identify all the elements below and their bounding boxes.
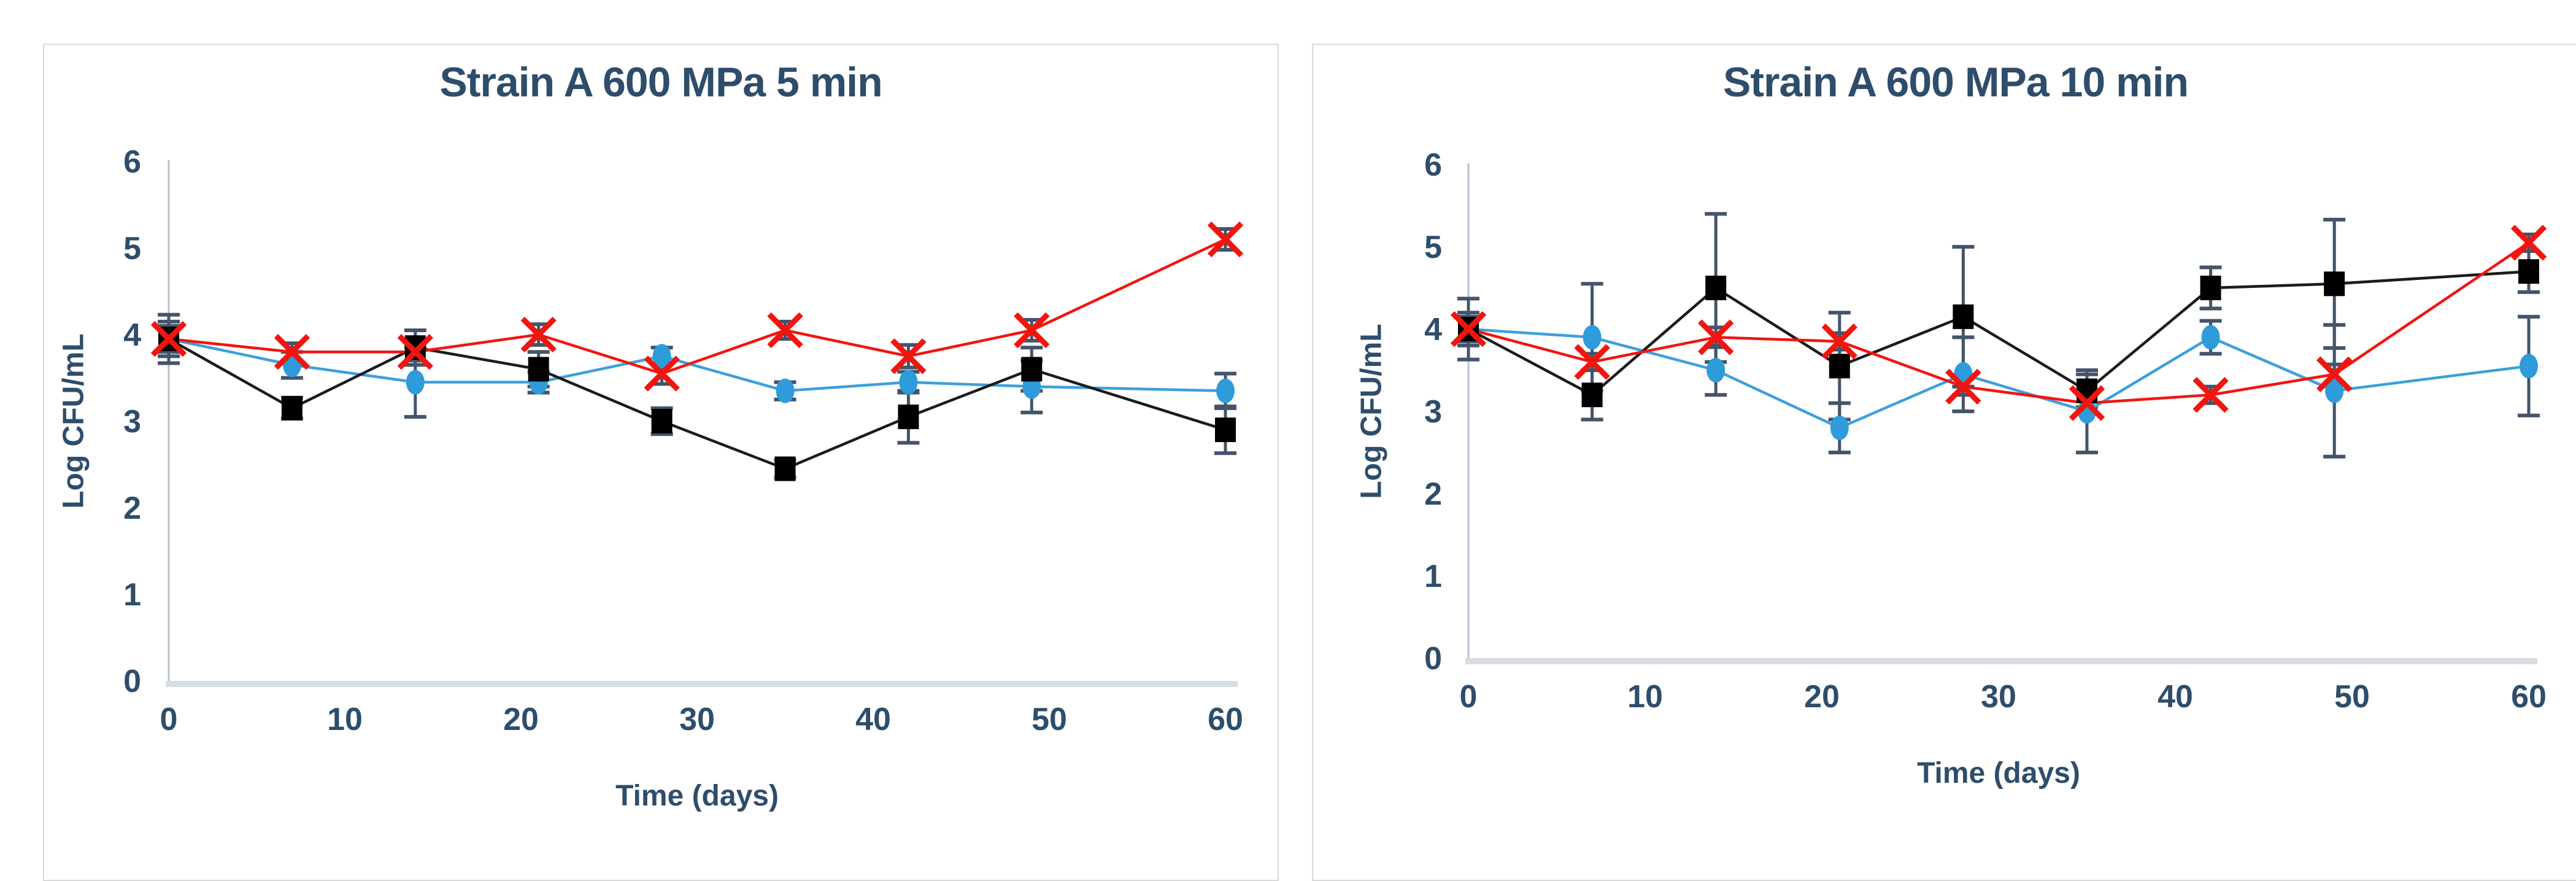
x-tick-label: 20 bbox=[1804, 679, 1840, 715]
x-marker bbox=[2192, 377, 2229, 413]
y-tick-label: 5 bbox=[123, 231, 141, 266]
square-marker bbox=[2324, 271, 2345, 297]
y-tick-label: 2 bbox=[123, 491, 141, 526]
y-tick-labels: 0 1 2 3 4 5 6 bbox=[1424, 147, 1442, 677]
circle-marker bbox=[2201, 325, 2220, 350]
x-tick-label: 50 bbox=[2334, 679, 2370, 715]
circle-marker bbox=[1706, 358, 1726, 382]
square-marker bbox=[1021, 357, 1043, 382]
x-axis-title: Time (days) bbox=[1917, 757, 2080, 790]
circle-marker bbox=[1830, 415, 1849, 440]
y-tick-label: 6 bbox=[123, 144, 141, 180]
x-tick-label: 60 bbox=[1208, 702, 1243, 737]
square-marker bbox=[528, 357, 549, 382]
circle-marker bbox=[776, 378, 795, 403]
x-marker bbox=[2069, 385, 2105, 421]
circle-marker bbox=[2520, 354, 2538, 379]
x-marker bbox=[2316, 356, 2353, 392]
x-marker bbox=[274, 334, 310, 370]
chart-panel-5min: Strain A 600 MPa 5 min Log CFU/mL Time (… bbox=[43, 44, 1279, 881]
circle-marker bbox=[899, 370, 918, 395]
circle-marker bbox=[406, 370, 425, 395]
y-tick-label: 4 bbox=[123, 317, 141, 353]
x-tick-label: 0 bbox=[160, 702, 178, 737]
x-marker bbox=[150, 320, 187, 357]
circle-marker bbox=[1216, 378, 1235, 403]
square-marker bbox=[1953, 304, 1974, 329]
x-marker bbox=[1014, 312, 1050, 349]
x-axis-title: Time (days) bbox=[615, 780, 779, 812]
x-marker bbox=[767, 312, 803, 349]
y-tick-label: 0 bbox=[123, 664, 141, 699]
x-marker bbox=[397, 334, 433, 370]
x-marker bbox=[1821, 323, 1857, 360]
x-tick-labels: 0 10 20 30 40 50 60 bbox=[1460, 679, 2547, 715]
square-marker bbox=[651, 409, 673, 433]
x-tick-label: 10 bbox=[1627, 679, 1663, 715]
square-marker bbox=[2200, 276, 2221, 300]
x-tick-label: 20 bbox=[503, 702, 539, 737]
x-tick-label: 10 bbox=[327, 702, 363, 737]
x-marker bbox=[644, 355, 680, 392]
blue-circle-series-markers bbox=[1459, 317, 2538, 440]
blue-circle-series-line bbox=[1468, 327, 2529, 430]
square-marker bbox=[1215, 417, 1236, 443]
x-tick-label: 30 bbox=[1981, 679, 2016, 715]
square-marker bbox=[1581, 382, 1603, 408]
y-tick-label: 1 bbox=[1424, 559, 1442, 594]
y-tick-label: 3 bbox=[123, 404, 141, 440]
circle-marker bbox=[2325, 378, 2344, 403]
square-marker bbox=[281, 395, 303, 421]
y-tick-label: 4 bbox=[1424, 312, 1442, 347]
x-tick-label: 50 bbox=[1032, 702, 1067, 737]
red-x-series-line bbox=[168, 238, 1226, 375]
x-marker bbox=[890, 338, 927, 375]
x-marker bbox=[1450, 311, 1487, 347]
square-marker bbox=[2518, 259, 2539, 284]
chart-title: Strain A 600 MPa 5 min bbox=[439, 59, 882, 106]
y-tick-label: 1 bbox=[123, 577, 141, 613]
x-marker bbox=[1574, 344, 1610, 380]
circle-marker bbox=[1583, 325, 1602, 350]
black-square-series-line bbox=[1467, 270, 2529, 397]
black-square-series-markers bbox=[158, 327, 1236, 481]
chart-title: Strain A 600 MPa 10 min bbox=[1722, 59, 2189, 106]
x-tick-label: 0 bbox=[1460, 679, 1478, 715]
x-tick-label: 60 bbox=[2511, 679, 2547, 715]
x-marker bbox=[1207, 221, 1244, 258]
chart-panel-10min: Strain A 600 MPa 10 min Log CFU/mL Time … bbox=[1312, 44, 2576, 881]
y-tick-label: 2 bbox=[1424, 476, 1442, 512]
black-square-series-line bbox=[168, 338, 1226, 470]
x-tick-label: 40 bbox=[855, 702, 891, 737]
square-marker bbox=[1705, 276, 1727, 300]
square-marker bbox=[898, 404, 919, 429]
red-x-series-markers bbox=[1450, 225, 2547, 421]
red-x-series-line bbox=[1468, 241, 2530, 405]
error-bars bbox=[1457, 212, 2540, 459]
x-marker bbox=[2510, 225, 2547, 261]
square-marker bbox=[1829, 354, 1850, 379]
x-marker bbox=[1945, 368, 1981, 405]
blue-circle-series-line bbox=[168, 337, 1226, 392]
y-tick-labels: 0 1 2 3 4 5 6 bbox=[123, 144, 141, 699]
y-tick-label: 0 bbox=[1424, 641, 1442, 677]
y-tick-label: 3 bbox=[1424, 394, 1442, 430]
x-tick-labels: 0 10 20 30 40 50 60 bbox=[160, 702, 1243, 737]
x-tick-label: 30 bbox=[679, 702, 715, 737]
axes bbox=[166, 160, 1238, 687]
x-tick-label: 40 bbox=[2158, 679, 2193, 715]
axes bbox=[1465, 163, 2537, 664]
x-marker bbox=[1698, 319, 1734, 355]
y-tick-label: 5 bbox=[1424, 230, 1442, 265]
x-marker bbox=[520, 316, 557, 353]
circle-marker bbox=[652, 344, 671, 369]
square-marker bbox=[774, 456, 796, 481]
y-tick-label: 6 bbox=[1424, 147, 1442, 183]
red-x-series-markers bbox=[150, 221, 1244, 392]
